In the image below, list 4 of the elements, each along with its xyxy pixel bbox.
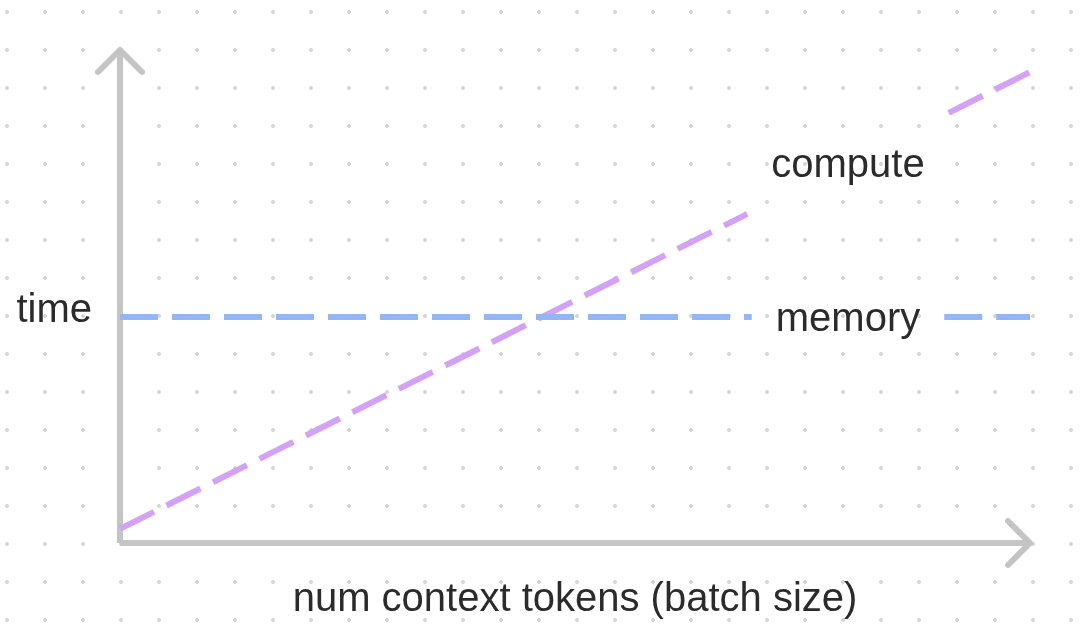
- x-axis-title: num context tokens (batch size): [292, 575, 858, 619]
- series-label: memory: [775, 294, 921, 339]
- series-label: compute: [771, 141, 925, 186]
- y-axis-title: time: [16, 285, 92, 330]
